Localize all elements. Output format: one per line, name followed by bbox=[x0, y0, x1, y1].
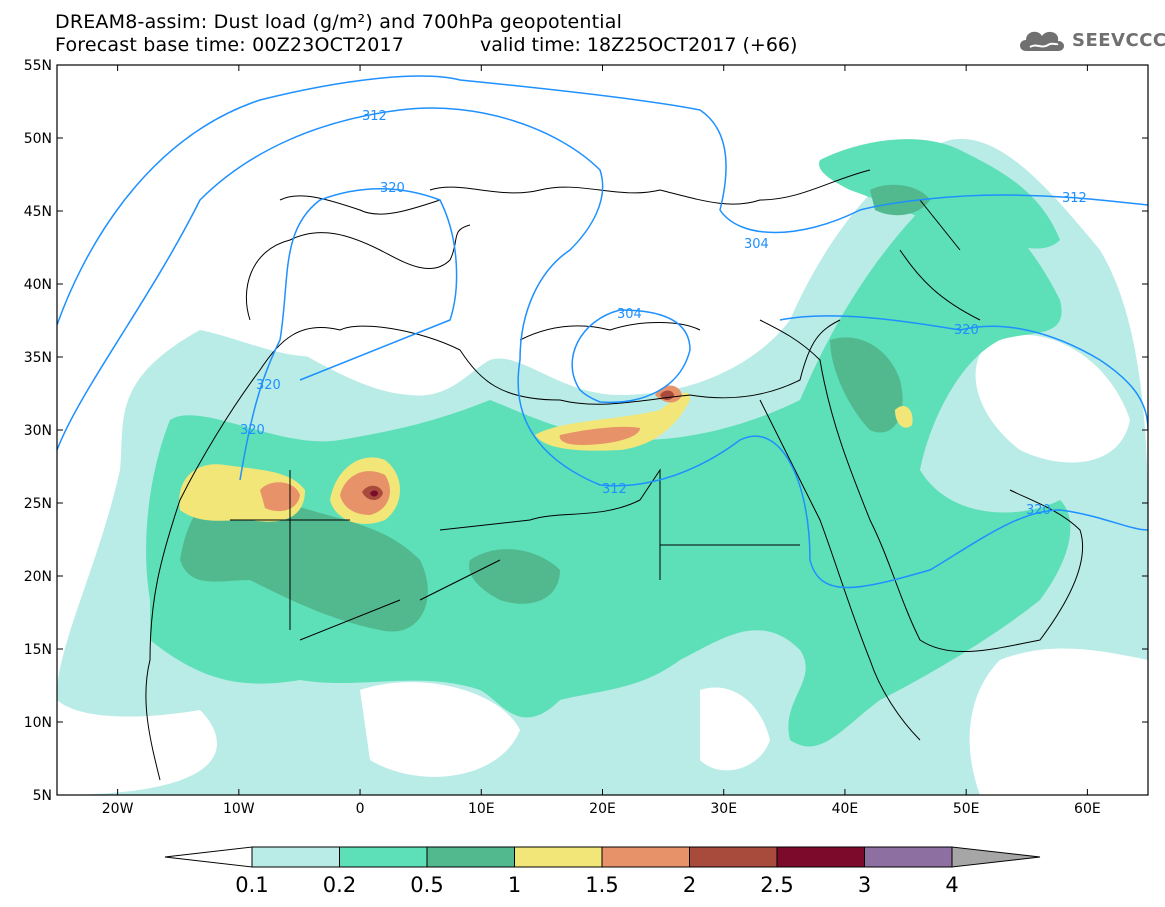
geopotential-contours bbox=[57, 75, 1148, 589]
longitude-axis: 20W 10W 0 10E 20E 30E 40E 50E 60E bbox=[102, 65, 1101, 817]
lat-label: 30N bbox=[24, 423, 52, 439]
lon-label: 20W bbox=[102, 801, 134, 817]
colorbar-label: 2.5 bbox=[760, 873, 793, 897]
contour-label: 320 bbox=[256, 378, 281, 393]
colorbar-label: 4 bbox=[945, 873, 958, 897]
colorbar-swatch bbox=[689, 846, 778, 868]
lat-label: 55N bbox=[24, 58, 52, 74]
colorbar-swatch bbox=[601, 846, 690, 868]
lat-label: 20N bbox=[24, 569, 52, 585]
lat-label: 50N bbox=[24, 131, 52, 147]
lon-label: 10W bbox=[223, 801, 255, 817]
colorbar-label: 0.2 bbox=[323, 873, 356, 897]
contour-label: 312 bbox=[362, 109, 387, 124]
latitude-axis: 55N 50N 45N 40N 35N 30N 25N 20N 15N 10N 5N bbox=[24, 58, 1148, 804]
lat-label: 25N bbox=[24, 496, 52, 512]
contour-label: 320 bbox=[380, 181, 405, 196]
colorbar-swatch bbox=[251, 846, 340, 868]
lon-label: 20E bbox=[589, 801, 616, 817]
lat-label: 5N bbox=[33, 788, 52, 804]
colorbar-label: 3 bbox=[858, 873, 871, 897]
lon-label: 30E bbox=[710, 801, 737, 817]
lon-label: 60E bbox=[1074, 801, 1101, 817]
lon-label: 40E bbox=[832, 801, 859, 817]
map-title: DREAM8-assim: Dust load (g/m²) and 700hP… bbox=[55, 11, 623, 33]
lat-label: 35N bbox=[24, 350, 52, 366]
colorbar-swatch bbox=[864, 846, 953, 868]
colorbar-min-arrow bbox=[164, 846, 253, 868]
colorbar-swatch bbox=[776, 846, 865, 868]
lat-label: 10N bbox=[24, 715, 52, 731]
colorbar-label: 2 bbox=[683, 873, 696, 897]
contour-label: 320 bbox=[1026, 503, 1051, 518]
lat-label: 45N bbox=[24, 204, 52, 220]
valid-time: valid time: 18Z25OCT2017 (+66) bbox=[480, 34, 798, 56]
colorbar-label: 1.5 bbox=[585, 873, 618, 897]
coastlines bbox=[145, 169, 1084, 781]
colorbar-label: 1 bbox=[508, 873, 521, 897]
cloud-logo-icon bbox=[1020, 31, 1064, 51]
colorbar-label: 0.1 bbox=[235, 873, 268, 897]
contour-labels: 312 320 304 320 320 304 312 320 312 320 bbox=[240, 109, 1087, 518]
lat-label: 15N bbox=[24, 642, 52, 658]
lon-label: 50E bbox=[953, 801, 980, 817]
contour-label: 304 bbox=[744, 237, 769, 252]
forecast-base-time: Forecast base time: 00Z23OCT2017 bbox=[55, 34, 405, 56]
logo-text: SEEVCCC bbox=[1072, 29, 1165, 51]
colorbar-swatch bbox=[426, 846, 515, 868]
contour-label: 312 bbox=[1062, 191, 1087, 206]
contour-label: 320 bbox=[954, 323, 979, 338]
colorbar-swatch bbox=[339, 846, 428, 868]
seevccc-logo: SEEVCCC bbox=[1018, 25, 1165, 55]
contour-label: 304 bbox=[617, 307, 642, 322]
colorbar-swatch bbox=[514, 846, 603, 868]
colorbar-max-arrow bbox=[951, 846, 1041, 868]
colorbar: 0.1 0.2 0.5 1 1.5 2 2.5 3 4 bbox=[164, 846, 1041, 897]
contour-label: 312 bbox=[602, 482, 627, 497]
contour-label: 320 bbox=[240, 423, 265, 438]
lon-label: 0 bbox=[356, 801, 365, 817]
lon-label: 10E bbox=[468, 801, 495, 817]
colorbar-label: 0.5 bbox=[410, 873, 443, 897]
lat-label: 40N bbox=[24, 277, 52, 293]
